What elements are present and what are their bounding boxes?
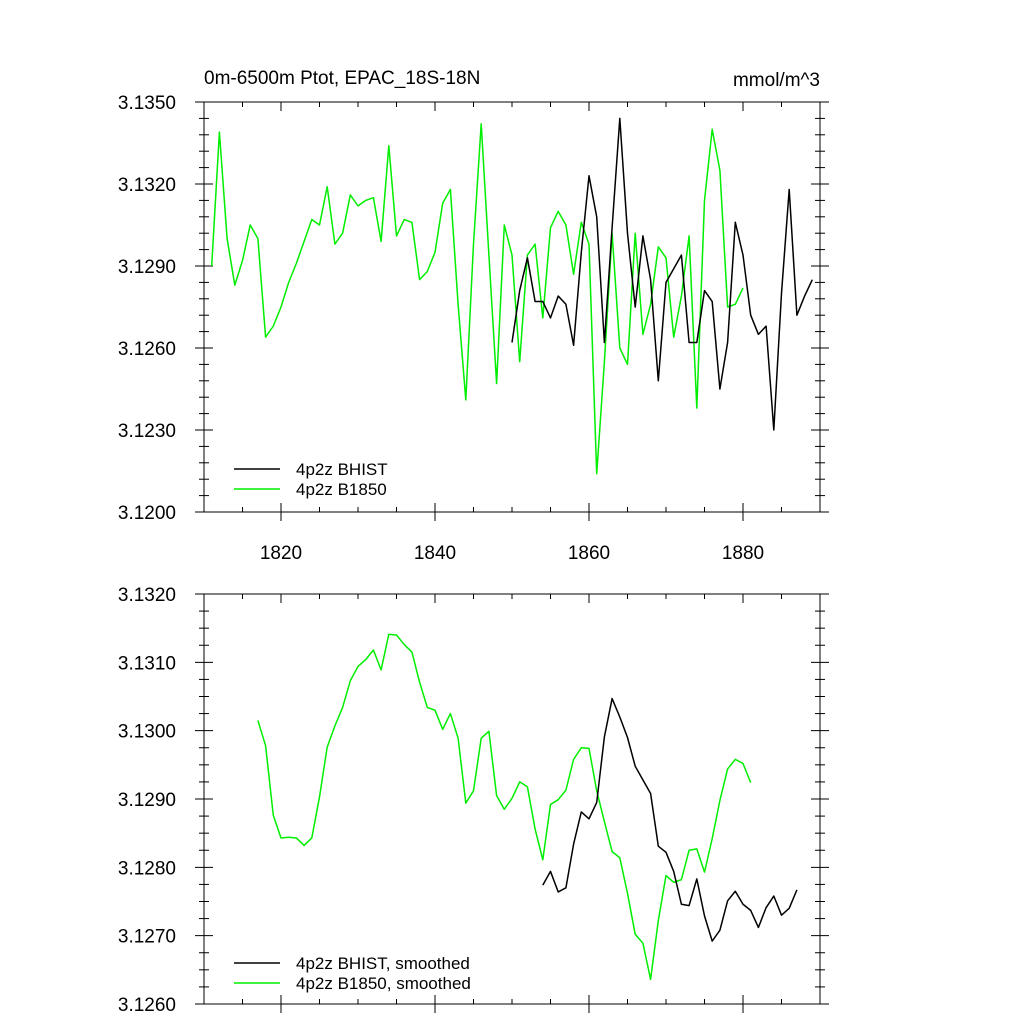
series-line-bhist [542, 697, 798, 942]
legend-label: 4p2z BHIST [296, 460, 388, 479]
series-line-b1850 [210, 123, 744, 475]
x-tick-label: 1860 [568, 543, 610, 564]
legend-label: 4p2z B1850 [296, 480, 387, 499]
y-tick-label: 3.1260 [118, 995, 176, 1016]
y-tick-label: 3.1300 [118, 722, 176, 743]
bottom-panel: 3.1260 3.1270 3.1280 3.1290 3.1300 3.1310 3.13… [118, 585, 829, 1016]
x-tick-label: 1880 [722, 543, 764, 564]
y-tick-label: 3.1350 [118, 93, 176, 114]
y-tick-label: 3.1320 [118, 585, 176, 606]
units-label: mmol/m^3 [733, 70, 820, 91]
y-tick-label: 3.1230 [118, 421, 176, 442]
y-tick-label: 3.1310 [118, 653, 176, 674]
series-line-bhist [511, 117, 813, 431]
legend-label: 4p2z BHIST, smoothed [296, 954, 470, 973]
y-tick-label: 3.1260 [118, 339, 176, 360]
y-tick-label: 3.1280 [118, 858, 176, 879]
legend-label: 4p2z B1850, smoothed [296, 974, 471, 993]
y-tick-label: 3.1200 [118, 503, 176, 524]
series-line-b1850 [257, 633, 752, 981]
top-panel: 0m-6500m Ptot, EPAC_18S-18N mmol/m^3 182… [118, 68, 829, 564]
y-tick-label: 3.1270 [118, 927, 176, 948]
chart-title: 0m-6500m Ptot, EPAC_18S-18N [204, 68, 480, 89]
x-tick-label: 1820 [260, 543, 302, 564]
y-tick-label: 3.1290 [118, 257, 176, 278]
x-tick-label: 1840 [414, 543, 456, 564]
y-tick-label: 3.1320 [118, 175, 176, 196]
y-tick-label: 3.1290 [118, 790, 176, 811]
